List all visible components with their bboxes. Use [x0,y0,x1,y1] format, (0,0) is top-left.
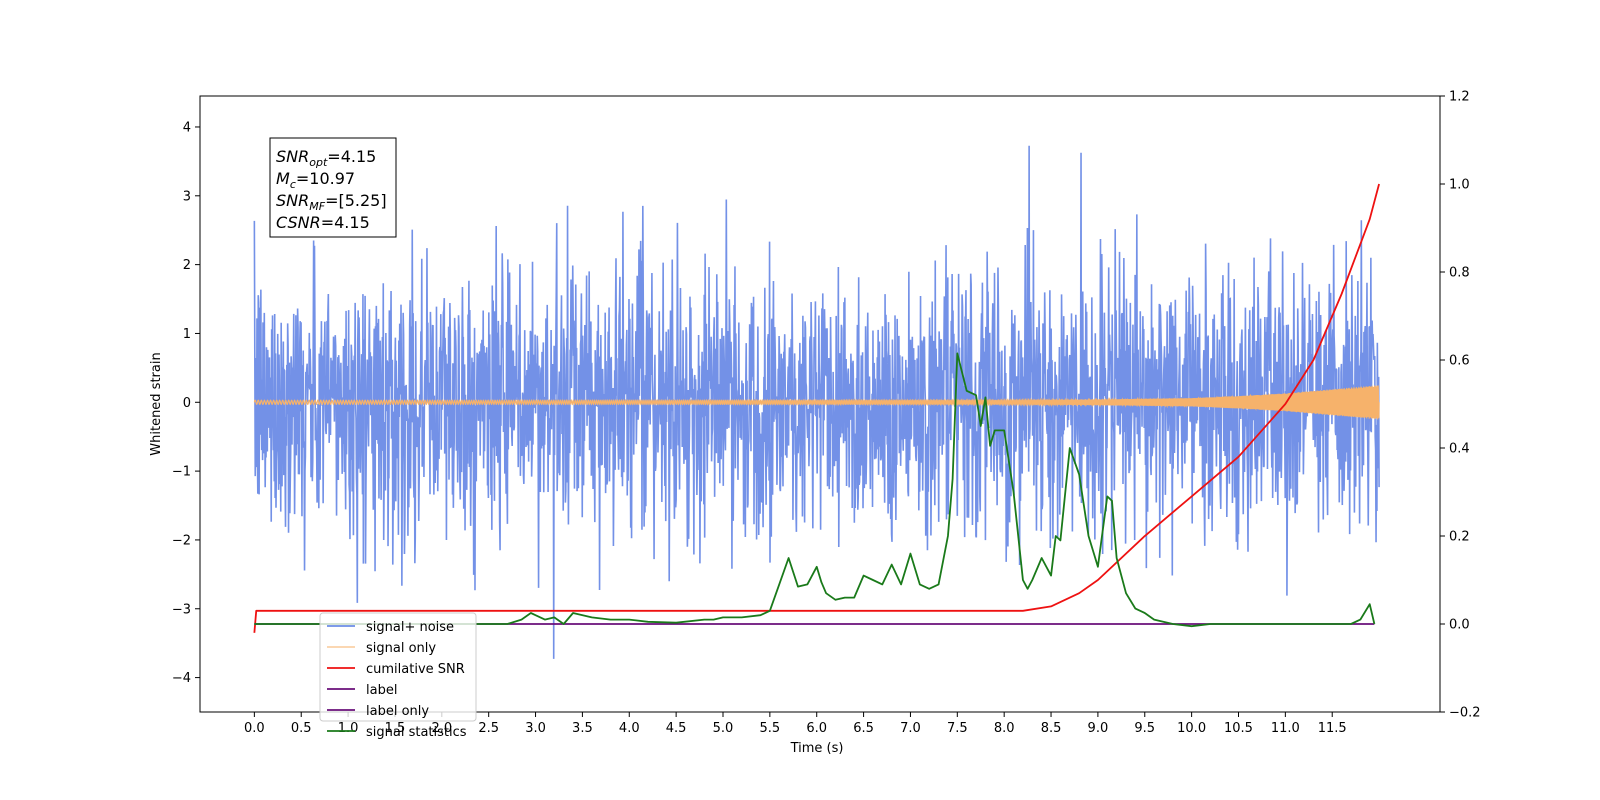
annotation-line: Mc=10.97 [276,169,355,191]
x-tick-label: 9.5 [1134,721,1155,736]
annotation-line: SNRopt=4.15 [276,147,376,169]
y-axis-right: −0.2 0.0 0.2 0.4 0.6 0.8 1.0 1.2 [1440,90,1481,721]
y-tick-label: 3 [183,189,191,204]
y-tick-label: 1 [183,327,191,342]
x-axis-label: Time (s) [790,741,844,756]
x-tick-label: 3.5 [572,721,593,736]
series-signal-statistics [254,352,1376,628]
legend-entry: signal statistics [366,725,467,740]
legend-entry: label only [366,704,429,719]
legend-frame [319,612,477,722]
y2-tick-label: 0.4 [1449,442,1470,457]
y-axis-left: −4 −3 −2 −1 0 1 2 3 4 [172,120,200,686]
x-tick-label: 4.0 [619,721,640,736]
x-tick-label: 11.0 [1271,721,1300,736]
x-tick-label: 2.5 [478,721,499,736]
x-tick-label: 0.0 [244,721,265,736]
x-tick-label: 7.5 [947,721,968,736]
y2-tick-label: 0.8 [1449,266,1470,281]
y-tick-label: 2 [183,258,191,273]
x-tick-label: 5.0 [713,721,734,736]
series-signal-only [253,385,1380,420]
legend-entry: label [366,683,397,698]
y-axis-label: Whitened strain [149,352,164,455]
x-tick-label: 9.0 [1088,721,1109,736]
x-tick-label: 7.0 [900,721,921,736]
y-tick-label: 0 [183,396,191,411]
x-tick-label: 8.5 [1041,721,1062,736]
annotation-line: CSNR=4.15 [276,213,370,232]
y-tick-label: −1 [172,465,191,480]
x-tick-label: 10.0 [1177,721,1206,736]
y-tick-label: −2 [172,533,191,548]
y2-tick-label: 1.0 [1449,178,1470,193]
y-tick-label: −3 [172,602,191,617]
y-tick-label: 4 [183,120,191,135]
x-tick-label: 6.0 [806,721,827,736]
x-tick-label: 5.5 [760,721,781,736]
x-tick-label: 8.0 [994,721,1015,736]
x-tick-label: 2.0 [431,721,452,736]
legend: signal+ noise signal only cumilative SNR la… [319,612,477,740]
y2-tick-label: 0.0 [1449,618,1470,633]
x-tick-label: 10.5 [1224,721,1253,736]
y2-tick-label: −0.2 [1449,706,1481,721]
series-cumilative-snr [253,183,1380,633]
x-tick-label: 4.5 [666,721,687,736]
x-tick-label: 0.5 [291,721,312,736]
y2-tick-label: 0.6 [1449,354,1470,369]
x-tick-label: 1.0 [338,721,359,736]
x-tick-label: 1.5 [385,721,406,736]
x-tick-label: 11.5 [1318,721,1347,736]
legend-entry: signal+ noise [366,620,454,635]
legend-entry: cumilative SNR [366,662,465,677]
y2-tick-label: 0.2 [1449,530,1470,545]
x-tick-label: 3.0 [525,721,546,736]
y2-tick-label: 1.2 [1449,90,1470,105]
legend-entry: signal only [366,641,436,656]
x-axis: 0.0 0.5 1.0 1.5 2.0 2.5 3.0 3.5 4.0 4.5 5.0 5.5 6.0 6… [244,712,1347,736]
x-tick-label: 6.5 [853,721,874,736]
y-tick-label: −4 [172,671,191,686]
annotation-line: SNRMF=[5.25] [276,191,387,213]
plot-frame [199,95,1441,713]
